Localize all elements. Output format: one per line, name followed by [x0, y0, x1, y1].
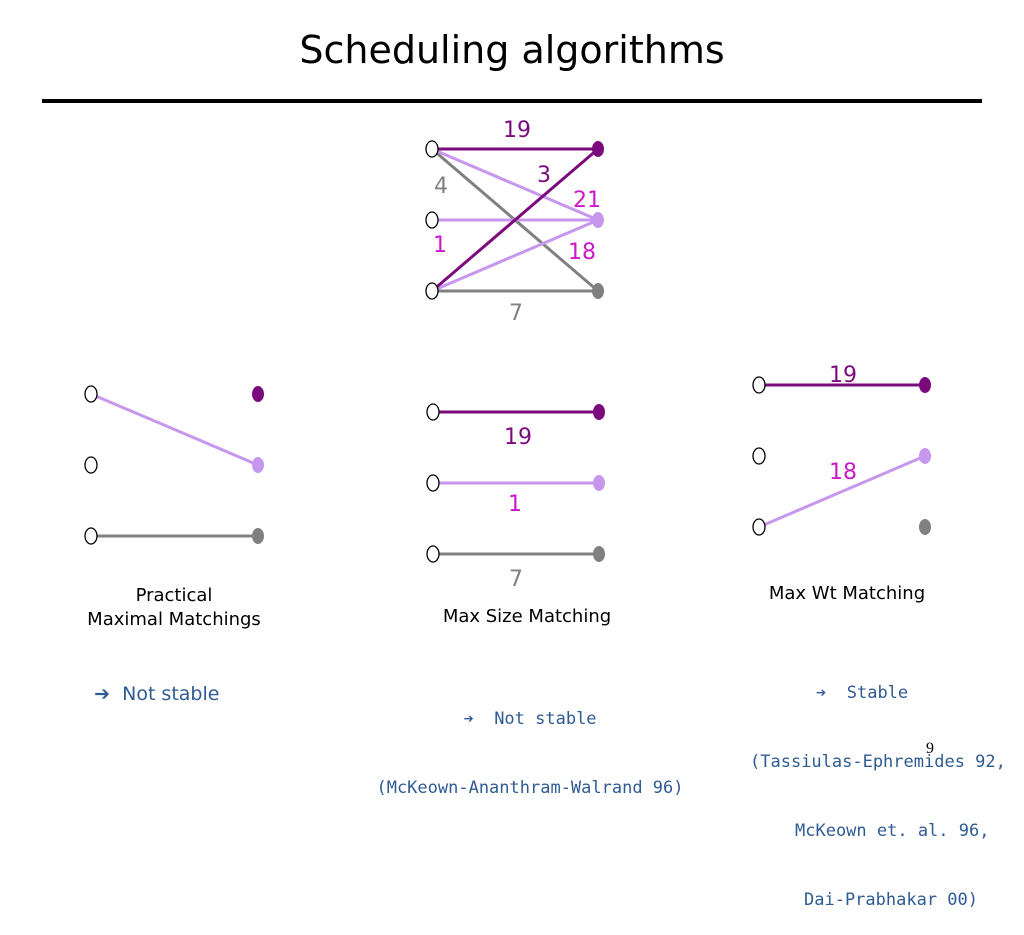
stability-text: Not stable	[122, 683, 220, 705]
maximal-matching-note: ➔ Not stable	[82, 660, 219, 706]
max-size-matching-graph: 19 1 7	[426, 403, 605, 592]
weight-label: 18	[829, 460, 857, 485]
citation-line: Dai-Prabhakar 00)	[804, 890, 978, 910]
weight-label: 19	[504, 425, 532, 450]
stability-line: ➔ Stable	[816, 683, 909, 703]
caption-line: Maximal Matchings	[87, 609, 261, 630]
edge-i3-o2	[431, 218, 599, 293]
max-size-matching-note: ➔ Not stable (McKeown-Ananthram-Walrand …	[360, 662, 700, 823]
edge-i1-o2	[431, 147, 599, 222]
maximal-matching-caption: Practical Maximal Matchings	[64, 584, 284, 632]
edge-i1-o2	[90, 392, 259, 467]
weight-label: 19	[829, 363, 857, 388]
output-node-1	[919, 377, 931, 393]
weight-label: 7	[509, 567, 523, 592]
output-node-2	[592, 212, 604, 228]
weight-label: 1	[508, 492, 522, 517]
caption-line: Practical	[135, 585, 213, 606]
input-node-1	[425, 140, 439, 158]
arrow-icon: ➔	[463, 709, 474, 729]
weight-label: 4	[434, 174, 448, 199]
input-node-2	[426, 474, 440, 492]
edge-i3-o2	[758, 454, 926, 529]
output-node-3	[593, 546, 605, 562]
citation-line: (McKeown-Ananthram-Walrand 96)	[376, 778, 684, 798]
input-node-1	[426, 403, 440, 421]
weight-label: 1	[433, 233, 447, 258]
max-wt-matching-note: ➔ Stable (Tassiulas-Ephremides 92, McKeo…	[746, 636, 1006, 935]
input-node-2	[84, 456, 98, 474]
citation-line: (Tassiulas-Ephremides 92,	[750, 752, 1006, 772]
arrow-icon: ➔	[94, 683, 111, 705]
page-title: Scheduling algorithms	[299, 28, 725, 72]
output-node-2	[919, 448, 931, 464]
weight-label: 18	[568, 240, 596, 265]
matching-diagrams: 19 4 3 21 1 18 7 19 1 7	[84, 118, 931, 592]
output-node-1	[592, 141, 604, 157]
arrow-icon: ➔	[816, 683, 827, 703]
output-node-3	[592, 283, 604, 299]
citation-line: McKeown et. al. 96,	[795, 821, 990, 841]
max-wt-matching-caption: Max Wt Matching	[768, 583, 926, 604]
edge-i3-o1	[431, 147, 599, 293]
maximal-matching-graph	[84, 385, 264, 545]
weight-label: 7	[509, 301, 523, 326]
output-node-3	[919, 519, 931, 535]
max-wt-matching-graph: 19 18	[752, 363, 931, 536]
weight-label: 3	[537, 163, 551, 188]
input-node-2	[425, 211, 439, 229]
output-node-3	[252, 528, 264, 544]
input-node-1	[752, 376, 766, 394]
top-graph: 19 4 3 21 1 18 7	[425, 118, 604, 326]
output-node-1	[252, 386, 264, 402]
input-node-2	[752, 447, 766, 465]
output-node-2	[252, 457, 264, 473]
weight-label: 19	[503, 118, 531, 143]
page-number: 9	[926, 740, 934, 757]
input-node-3	[752, 518, 766, 536]
output-node-1	[593, 404, 605, 420]
weight-label: 21	[573, 188, 601, 213]
input-node-3	[426, 545, 440, 563]
output-node-2	[593, 475, 605, 491]
max-size-matching-caption: Max Size Matching	[442, 606, 612, 627]
input-node-3	[425, 282, 439, 300]
input-node-1	[84, 385, 98, 403]
stability-line: ➔ Not stable	[463, 709, 597, 729]
input-node-3	[84, 527, 98, 545]
title-divider	[42, 99, 982, 103]
